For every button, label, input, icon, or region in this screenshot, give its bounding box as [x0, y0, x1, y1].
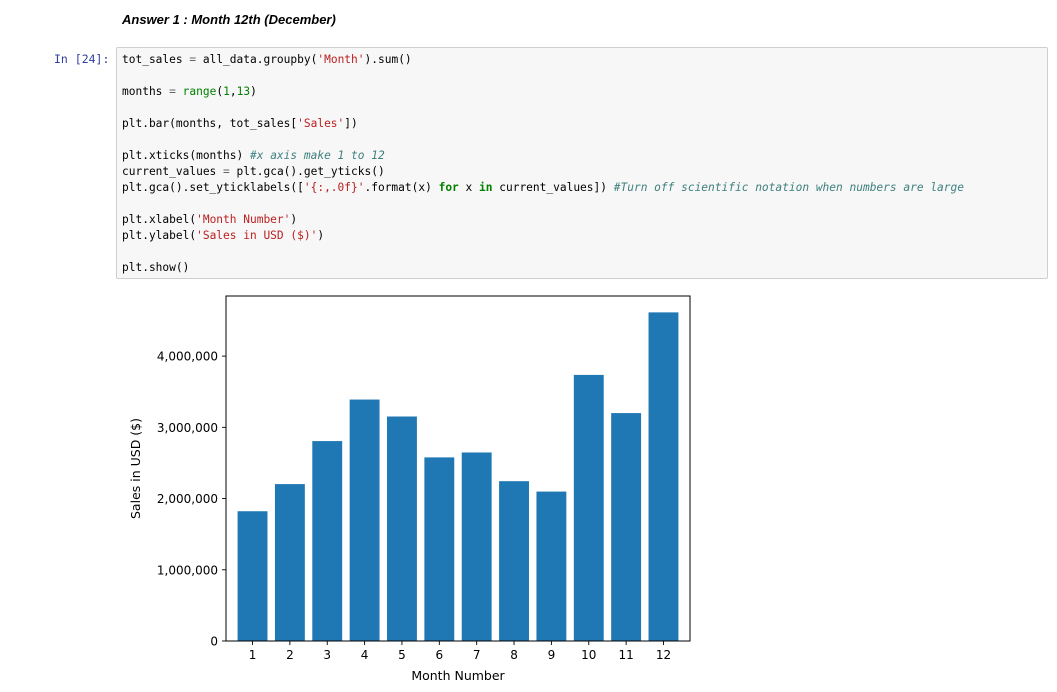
x-tick-label: 2: [286, 648, 294, 662]
bar-month-3: [312, 441, 343, 641]
y-tick-label: 4,000,000: [157, 350, 218, 364]
x-tick-label: 5: [398, 648, 406, 662]
y-tick-label: 0: [210, 635, 218, 649]
x-tick-label: 9: [548, 648, 556, 662]
y-tick-label: 1,000,000: [157, 563, 218, 577]
x-tick-label: 1: [249, 648, 257, 662]
x-tick-label: 8: [510, 648, 518, 662]
bar-month-2: [274, 484, 305, 641]
markdown-heading: Answer 1 : Month 12th (December): [122, 12, 336, 27]
plot-frame: [225, 295, 691, 642]
bar-month-7: [461, 452, 492, 641]
code-line: plt.gca().set_yticklabels(['{:,.0f}'.for…: [122, 181, 964, 194]
bar-month-12: [648, 312, 679, 641]
x-axis-label: Month Number: [411, 668, 505, 683]
bar-month-5: [387, 416, 417, 641]
bar-month-9: [536, 491, 567, 641]
code-line: plt.xticks(months) #x axis make 1 to 12: [122, 149, 385, 162]
y-tick-label: 2,000,000: [157, 492, 218, 506]
bar-chart-output: 1 2 3 4 5 6 7 8 9 10 11 12 0 1,000,000 2,000,000 3,000,…: [116, 288, 716, 687]
x-tick-label: 3: [323, 648, 331, 662]
bar-chart: 1 2 3 4 5 6 7 8 9 10 11 1201,000,0002,000,0003,000,…: [128, 295, 691, 683]
code-line: plt.show(): [122, 261, 190, 274]
x-tick-label: 6: [436, 648, 444, 662]
cell-prompt: In [24]:: [54, 52, 110, 66]
code-line: tot_sales = all_data.groupby('Month').su…: [122, 53, 412, 66]
bar-month-8: [499, 481, 529, 641]
bar-month-11: [611, 413, 642, 641]
x-tick-label: 7: [473, 648, 481, 662]
y-axis-label: Sales in USD ($): [128, 418, 143, 519]
code-line: months = range(1,13): [122, 85, 257, 98]
bar-month-10: [573, 374, 604, 641]
y-tick-label: 3,000,000: [157, 421, 218, 435]
x-tick-label: 10: [581, 648, 596, 662]
bar-month-1: [237, 511, 268, 641]
code-line: current_values = plt.gca().get_yticks(): [122, 165, 385, 178]
bar-month-6: [424, 457, 455, 641]
code-line: plt.bar(months, tot_sales['Sales']): [122, 117, 358, 130]
x-tick-label: 4: [361, 648, 369, 662]
x-tick-label: 12: [656, 648, 671, 662]
code-cell-input[interactable]: tot_sales = all_data.groupby('Month').su…: [116, 47, 1048, 279]
bar-month-4: [349, 399, 380, 641]
code-line: plt.ylabel('Sales in USD ($)'): [122, 229, 325, 242]
code-line: plt.xlabel('Month Number'): [122, 213, 298, 226]
x-tick-label: 11: [618, 648, 633, 662]
